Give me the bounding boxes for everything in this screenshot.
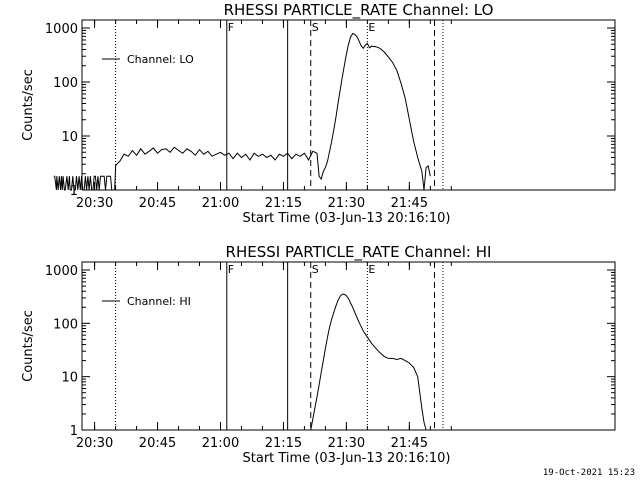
y-axis-label: Counts/sec xyxy=(21,310,36,382)
x-tick-label: 21:30 xyxy=(328,436,365,451)
chart-panel-1: RHESSI PARTICLE_RATE Channel: HI 1 10 100 10… xyxy=(21,243,616,466)
x-axis-label: Start Time (03-Jun-13 20:16:10) xyxy=(243,211,451,226)
x-tick-label: 20:45 xyxy=(139,436,176,451)
footer-timestamp: 19-Oct-2021 15:23 xyxy=(543,468,635,478)
y-tick-label: 1 xyxy=(70,424,78,439)
chart-panel-0: RHESSI PARTICLE_RATE Channel: LO 1 10 100 10… xyxy=(21,1,616,226)
legend-label: Channel: LO xyxy=(127,53,194,66)
x-tick-label: 20:30 xyxy=(76,196,113,211)
x-tick-label: 21:15 xyxy=(265,196,302,211)
y-tick-label: 100 xyxy=(53,317,78,332)
x-tick-label: 21:45 xyxy=(391,436,428,451)
series-line xyxy=(310,293,431,431)
y-tick-label: 1000 xyxy=(45,264,78,279)
time-marker-label: S xyxy=(312,263,319,276)
x-tick-label: 20:45 xyxy=(139,196,176,211)
y-tick-label: 10 xyxy=(61,371,78,386)
legend-label: Channel: HI xyxy=(127,295,191,308)
time-marker-label: F xyxy=(228,21,234,34)
chart-title: RHESSI PARTICLE_RATE Channel: LO xyxy=(224,1,494,20)
x-axis-label: Start Time (03-Jun-13 20:16:10) xyxy=(243,451,451,466)
y-tick-label: 1000 xyxy=(45,22,78,37)
plot-frame xyxy=(81,261,616,431)
y-tick-label: 100 xyxy=(53,76,78,91)
y-tick-label: 10 xyxy=(61,130,78,145)
time-marker-label: F xyxy=(228,263,234,276)
chart-panels: RHESSI PARTICLE_RATE Channel: LO 1 10 100 10… xyxy=(21,1,616,466)
y-axis-label: Counts/sec xyxy=(21,69,36,141)
x-tick-label: 21:15 xyxy=(265,436,302,451)
x-tick-label: 21:00 xyxy=(202,196,239,211)
time-marker-label: E xyxy=(368,21,375,34)
x-tick-label: 21:30 xyxy=(328,196,365,211)
series-line xyxy=(53,32,431,191)
plot-frame xyxy=(81,19,616,191)
x-tick-label: 20:30 xyxy=(76,436,113,451)
time-marker-label: E xyxy=(368,263,375,276)
y-tick-label: 1 xyxy=(70,184,78,199)
x-tick-label: 21:45 xyxy=(391,196,428,211)
x-tick-label: 21:00 xyxy=(202,436,239,451)
chart-title: RHESSI PARTICLE_RATE Channel: HI xyxy=(226,243,492,262)
time-marker-label: S xyxy=(312,21,319,34)
